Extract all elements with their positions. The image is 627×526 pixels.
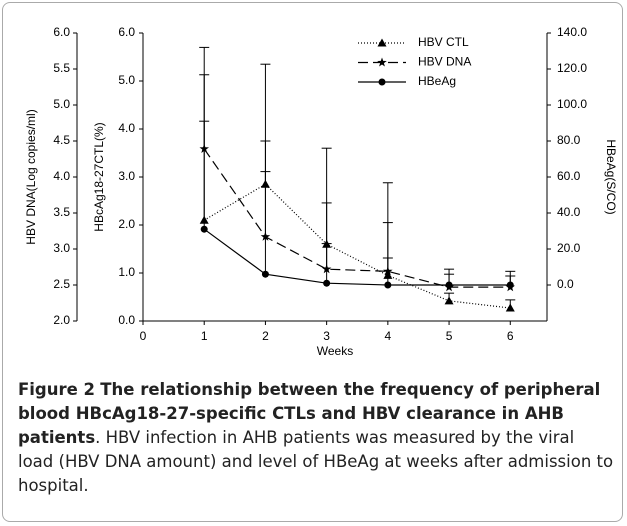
y-axis-label: HBcAg18-27CTL(%) [92,122,106,231]
x-tick-label: 5 [446,329,453,343]
caption: Figure 2 The relationship between the fr… [18,378,614,498]
x-tick-label: 6 [507,329,514,343]
y2-tick-label: 0.0 [557,277,574,291]
x-tick-label: 0 [140,329,147,343]
y3-axis-label: HBV DNA(Log copies/ml) [24,109,38,244]
y2-axis-label: HBeAg(S/CO) [604,139,618,214]
x-axis-label: Weeks [317,344,353,358]
y-tick-label: 3.0 [118,169,135,183]
y3-tick-label: 3.0 [53,241,70,255]
y2-tick-label: 60.0 [557,169,581,183]
marker [506,281,514,289]
marker [444,296,454,305]
y-tick-label: 0.0 [118,313,135,327]
caption-title: The relationship between the frequency o… [18,380,601,447]
marker [445,281,453,289]
legend-label: HBV DNA [418,55,471,69]
marker [384,281,392,289]
y3-tick-label: 3.5 [53,205,70,219]
x-tick-label: 3 [323,329,330,343]
legend-label: HBV CTL [418,35,469,49]
y3-tick-label: 2.0 [53,313,70,327]
y-tick-label: 5.0 [118,73,135,87]
marker [378,78,386,86]
y2-tick-label: 140.0 [557,25,587,39]
marker [377,57,387,67]
x-tick-label: 4 [385,329,392,343]
series-line [203,148,511,288]
y-tick-label: 2.0 [118,217,135,231]
y3-tick-label: 2.5 [53,277,70,291]
y-tick-label: 4.0 [118,121,135,135]
caption-label: Figure 2 [18,380,96,399]
y-tick-label: 1.0 [118,265,135,279]
y3-tick-label: 5.0 [53,97,70,111]
legend-label: HBeAg [418,74,456,88]
y3-tick-label: 4.5 [53,133,70,147]
marker [200,225,208,233]
y2-tick-label: 20.0 [557,241,581,255]
y2-tick-label: 120.0 [557,61,587,75]
y-tick-label: 6.0 [118,25,135,39]
x-tick-label: 2 [262,329,269,343]
caption-text: . HBV infection in AHB patients was meas… [18,428,614,495]
x-tick-label: 1 [201,329,208,343]
marker [261,270,269,278]
series-line [203,228,511,286]
marker [377,38,387,47]
y3-tick-label: 6.0 [53,25,70,39]
chart: Weeks HBcAg18-27CTL(%) HBV DNA(Log copie… [24,25,618,358]
y3-tick-label: 4.0 [53,169,70,183]
figure-frame [2,2,623,522]
y2-tick-label: 100.0 [557,97,587,111]
y2-tick-label: 80.0 [557,133,581,147]
marker [323,279,331,287]
y2-tick-label: 40.0 [557,205,581,219]
marker [505,303,515,312]
y3-tick-label: 5.5 [53,61,70,75]
series-line [203,183,511,309]
